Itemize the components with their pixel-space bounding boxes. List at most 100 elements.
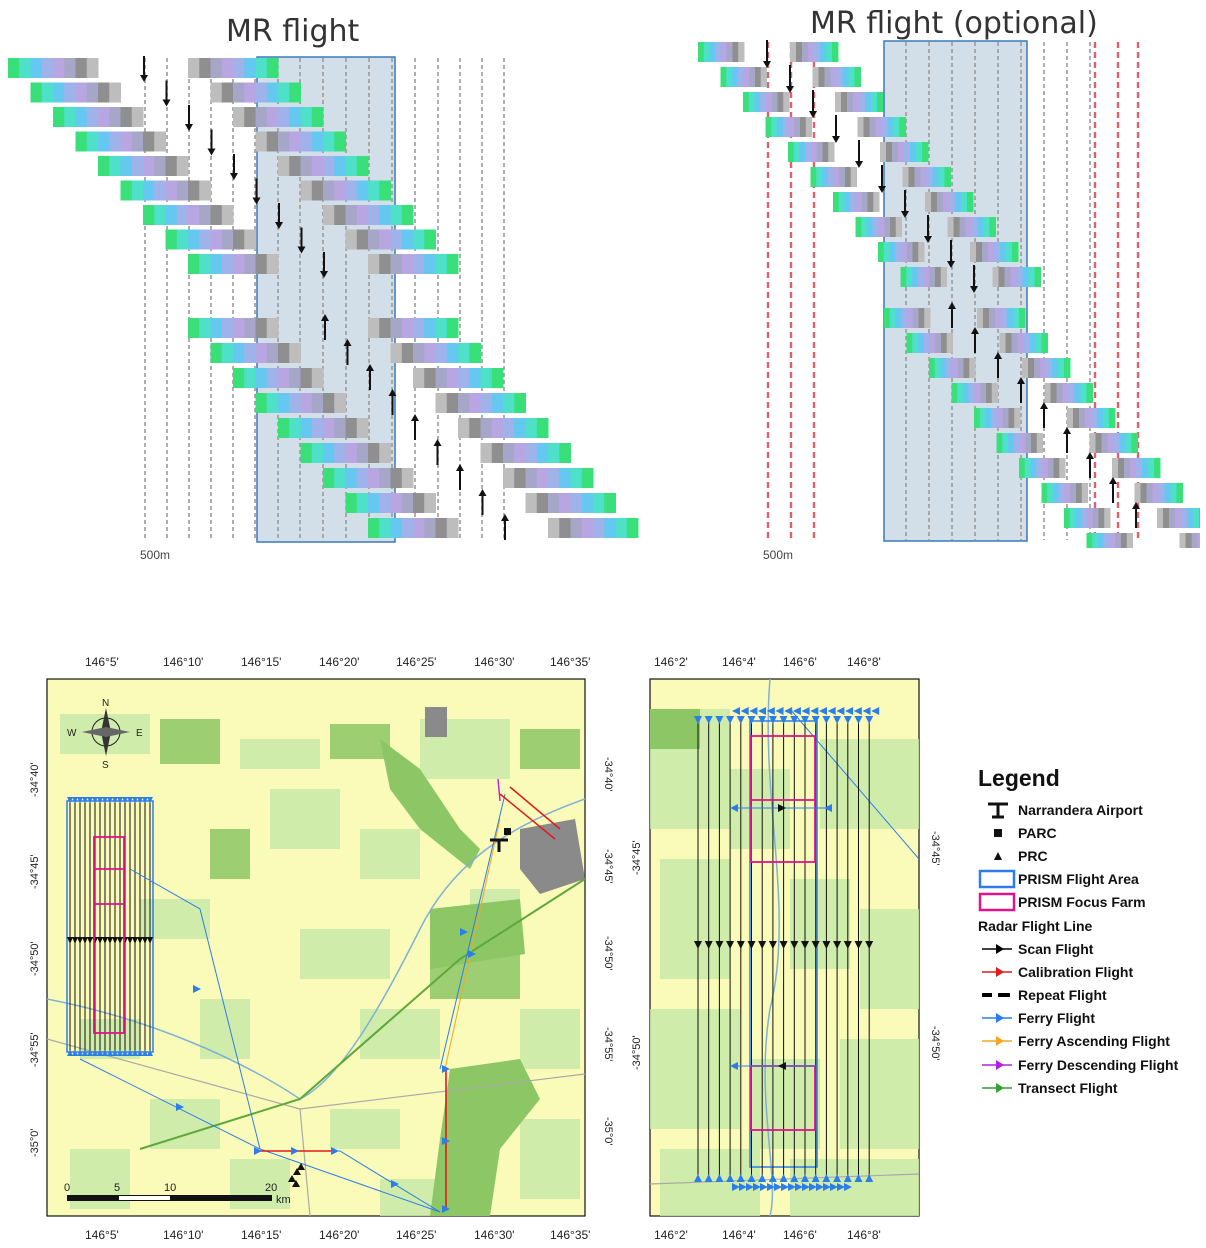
scan-marker-icon [132,937,138,944]
swath-stripe [244,82,256,103]
swath-stripe [581,468,594,488]
top-tick-label: 146°2' [654,655,688,669]
swath-stripe [188,180,200,201]
ferry-marker-icon [824,804,832,812]
swath-block [1179,533,1200,548]
ferry-marker-icon [810,707,819,715]
swath-stripe [199,318,211,338]
swath-stripe [278,368,290,388]
legend-item: PRISM Focus Farm [978,891,1203,914]
swath-stripe [413,368,425,388]
left-tick-label: -35°0' [29,1128,41,1157]
ferry-marker-icon [112,1050,118,1056]
swath-stripe [188,318,200,338]
swath-stripe [233,82,245,103]
ferry-marker-icon [753,1183,761,1191]
swath-stripe [491,393,504,413]
ferry-marker-icon [107,797,113,803]
swath-stripe [1017,333,1024,353]
swath-block [1134,483,1183,503]
swath-stripe [1035,333,1042,353]
ferry-marker-icon [837,1183,845,1191]
swath-stripe [1036,433,1043,453]
swath-stripe [345,229,358,250]
swath-stripe [345,418,358,438]
swath-stripe [1005,333,1012,353]
swath-stripe [424,229,436,250]
swath-stripe [1113,433,1120,453]
scale-bar [67,1195,272,1201]
swath-stripe [861,217,868,237]
swath-stripe [720,67,727,87]
swath-stripe [255,318,268,338]
field-patch [520,1119,580,1199]
swath-stripe [1118,458,1125,478]
ferry-marker-icon [790,1174,799,1182]
swath-stripe [300,368,313,388]
ferry-marker-icon [758,716,767,724]
ferry-marker-icon [833,716,842,724]
swath-stripe [75,107,88,127]
ferry-marker-icon [801,716,809,724]
swath-stripe [469,393,481,413]
scale-label-right: 500m [763,548,794,562]
ferry-marker-icon [97,797,103,803]
ferry-marker-icon [67,797,73,803]
swath-stripe [266,131,279,152]
scan-marker-icon [77,937,83,944]
swath-stripe [289,131,301,152]
swath-stripe [793,142,800,162]
swath-stripe [754,92,761,112]
scan-marker-icon [97,937,103,944]
swath-stripe [808,42,815,62]
ferry-marker-icon [844,1183,852,1191]
swath-stripe [221,229,234,250]
swath-stripe [1115,533,1122,548]
swath-stripe [570,518,583,538]
scan-marker-icon [142,937,148,944]
direction-arrow-icon [1086,452,1094,478]
prc-marker-icon [288,1175,296,1182]
swath-stripe [255,82,268,103]
swath-block [992,267,1041,287]
swath-block [300,180,391,201]
swath-stripe [311,131,324,152]
ferry-marker-icon [788,1183,796,1191]
bottom-tick-label: 146°25' [396,1228,436,1242]
swath-stripe [1085,408,1092,428]
ferry-marker-icon [865,716,874,724]
swath-stripe [1076,483,1083,503]
swath-block [525,493,616,513]
swath-stripe [999,333,1006,353]
arrow-head [947,261,955,268]
direction-arrow-icon [140,56,148,82]
arrow-head [501,514,509,521]
swath-stripe [881,117,888,137]
swath-stripe [1019,458,1026,478]
swath-stripe [1067,408,1074,428]
right-tick-label: -34°45' [929,831,941,866]
ferry-marker-icon [790,716,799,724]
swath-stripe [926,167,933,187]
field-patch [360,829,420,879]
swath-block [278,418,369,438]
swath-stripe [796,42,803,62]
swath-stripe [368,180,380,201]
swath-stripe [937,192,944,212]
scan-marker-icon [811,941,820,949]
right-tick-label: -34°50' [929,1026,941,1061]
compass-n: N [102,698,109,709]
swath-stripe [989,308,996,328]
focus-area-map: 146°2' 146°4' 146°6' 146°8' 146°2' 146°4' 146°… [631,655,941,1242]
swath-block [548,518,639,538]
swath-stripe [311,443,324,463]
swath-stripe [996,433,1003,453]
swath-stripe [869,117,876,137]
swath-stripe [323,180,335,201]
swath-stripe [424,368,436,388]
ferry-marker-icon [137,1050,143,1056]
swath-stripe [836,67,843,87]
swath-stripe [1154,458,1161,478]
swath-stripe [424,518,436,538]
swath-block [1157,508,1200,528]
